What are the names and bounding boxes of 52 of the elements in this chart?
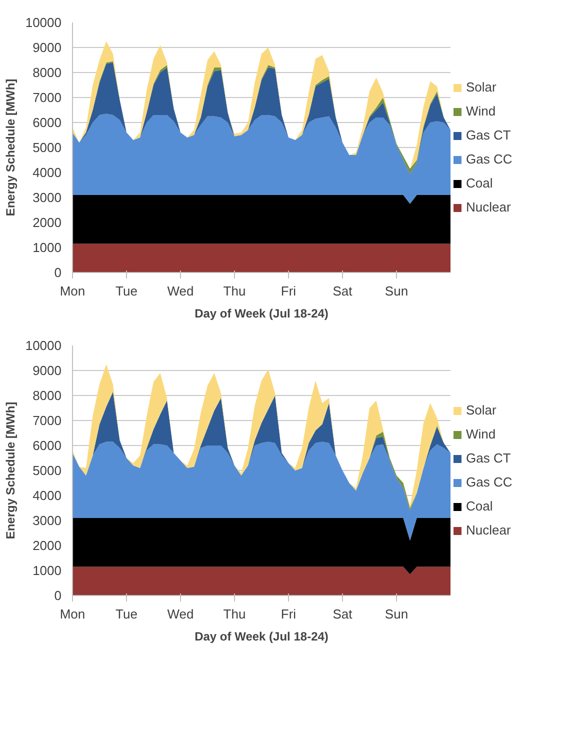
y-tick-label: 6000 [32, 115, 62, 130]
legend-label: Nuclear [466, 200, 511, 214]
y-tick-label: 7000 [32, 413, 62, 428]
y-tick-label: 4000 [32, 488, 62, 503]
x-tick-label: Sat [332, 606, 353, 622]
y-tick-label: 3000 [32, 513, 62, 528]
x-tick-label: Tue [116, 606, 138, 622]
y-tick-label: 3000 [32, 190, 62, 205]
x-tick-label: Thu [223, 284, 246, 298]
x-axis-title: Day of Week (Jul 18-24) [194, 306, 328, 320]
x-tick-label: Mon [60, 606, 86, 622]
y-axis-title: Energy Schedule [MWh] [3, 402, 18, 540]
legend-label: Gas CC [466, 152, 512, 166]
x-axis-title: Day of Week (Jul 18-24) [194, 630, 328, 644]
legend-label: Solar [466, 80, 496, 94]
x-tick-label: Sun [384, 606, 408, 622]
y-tick-label: 8000 [32, 65, 62, 80]
y-tick-label: 8000 [32, 388, 62, 403]
legend-label: Coal [466, 176, 493, 190]
y-tick-label: 0 [54, 588, 62, 603]
x-tick-label: Sun [384, 284, 408, 298]
x-tick-label: Mon [60, 284, 86, 298]
y-tick-label: 7000 [32, 90, 62, 105]
y-tick-label: 2000 [32, 215, 62, 230]
y-tick-label: 4000 [32, 165, 62, 180]
legend-label: Wind [466, 426, 496, 442]
y-tick-label: 10000 [25, 338, 62, 353]
legend-label: Gas CC [466, 474, 512, 490]
y-axis-title: Energy Schedule [MWh] [3, 78, 18, 216]
x-tick-label: Fri [280, 284, 296, 298]
y-tick-label: 0 [54, 265, 62, 280]
y-tick-label: 9000 [32, 40, 62, 55]
y-tick-label: 10000 [25, 15, 62, 30]
y-tick-label: 9000 [32, 363, 62, 378]
legend-label: Nuclear [466, 522, 511, 538]
x-tick-label: Tue [116, 284, 138, 298]
legend-label: Coal [466, 498, 493, 514]
y-tick-label: 1000 [32, 240, 62, 255]
legend-label: Solar [466, 402, 496, 418]
x-tick-label: Thu [223, 606, 246, 622]
y-tick-label: 5000 [32, 140, 62, 155]
x-tick-label: Sat [332, 284, 353, 298]
x-tick-label: Wed [167, 606, 194, 622]
y-tick-label: 5000 [32, 463, 62, 478]
y-tick-label: 6000 [32, 438, 62, 453]
x-tick-label: Wed [167, 284, 194, 298]
legend-label: Wind [466, 104, 496, 118]
legend-label: Gas CT [466, 450, 511, 466]
y-tick-label: 1000 [32, 563, 62, 578]
y-tick-label: 2000 [32, 538, 62, 553]
x-tick-label: Fri [280, 606, 296, 622]
legend-label: Gas CT [466, 128, 511, 142]
